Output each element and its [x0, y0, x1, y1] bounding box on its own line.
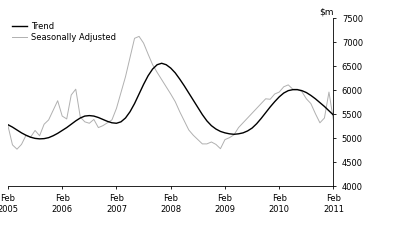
Seasonally Adjusted	[308, 102, 313, 105]
Trend	[286, 89, 291, 92]
Seasonally Adjusted	[83, 121, 87, 123]
Legend: Trend, Seasonally Adjusted: Trend, Seasonally Adjusted	[12, 22, 116, 42]
Trend	[295, 88, 300, 91]
Trend	[331, 114, 336, 116]
Trend	[37, 138, 42, 140]
Trend	[119, 121, 123, 123]
Line: Seasonally Adjusted: Seasonally Adjusted	[8, 36, 333, 149]
Trend	[177, 78, 182, 81]
Text: $m: $m	[319, 7, 333, 17]
Seasonally Adjusted	[119, 91, 123, 94]
Seasonally Adjusted	[15, 148, 19, 151]
Seasonally Adjusted	[295, 88, 300, 91]
Seasonally Adjusted	[137, 35, 141, 38]
Seasonally Adjusted	[6, 124, 10, 127]
Seasonally Adjusted	[331, 119, 336, 122]
Trend	[6, 123, 10, 126]
Trend	[159, 62, 164, 65]
Line: Trend: Trend	[8, 63, 333, 139]
Seasonally Adjusted	[286, 84, 291, 86]
Trend	[308, 94, 313, 97]
Seasonally Adjusted	[177, 110, 182, 113]
Trend	[83, 115, 87, 117]
